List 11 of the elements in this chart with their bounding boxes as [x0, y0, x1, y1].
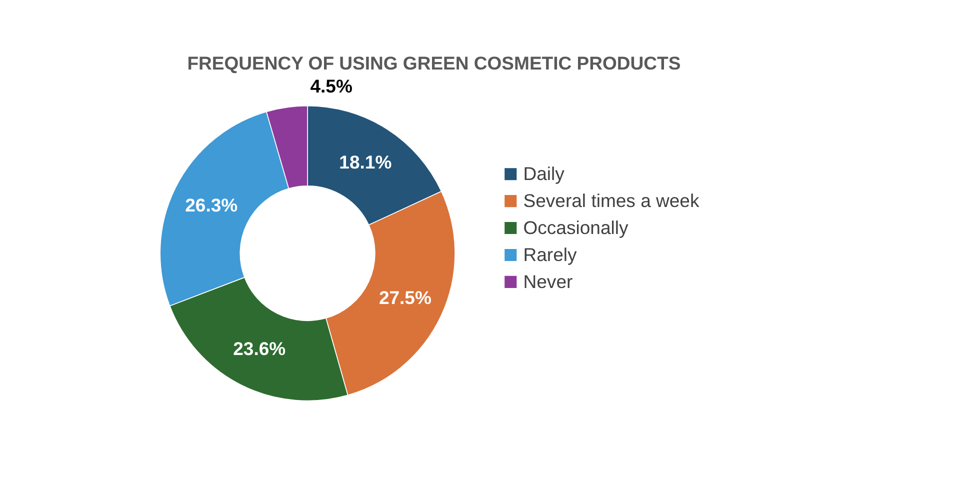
legend-label: Never	[523, 270, 573, 292]
legend-label: Several times a week	[523, 190, 700, 211]
chart-title: FREQUENCY OF USING GREEN COSMETIC PRODUCTS	[187, 52, 681, 74]
data-label: 27.5%	[378, 287, 432, 308]
data-label: 4.5%	[310, 75, 352, 96]
data-label: 18.1%	[339, 152, 392, 173]
legend-label: Occasionally	[523, 216, 629, 238]
legend-label: Daily	[523, 162, 566, 184]
data-label: 26.3%	[185, 194, 238, 216]
legend-label: Rarely	[523, 244, 578, 265]
data-label: 23.6%	[233, 338, 286, 360]
